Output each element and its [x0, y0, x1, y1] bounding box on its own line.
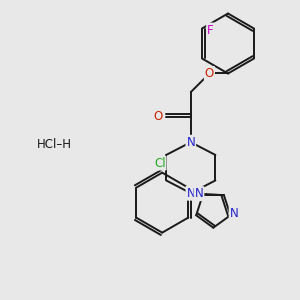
Text: O: O: [153, 110, 162, 123]
Text: N: N: [195, 187, 203, 200]
Text: N: N: [186, 136, 195, 149]
Text: Cl: Cl: [154, 157, 166, 169]
Text: F: F: [207, 23, 214, 37]
Text: N: N: [230, 207, 238, 220]
Text: N: N: [186, 187, 195, 200]
Text: HCl–H: HCl–H: [37, 137, 71, 151]
Text: O: O: [205, 67, 214, 80]
